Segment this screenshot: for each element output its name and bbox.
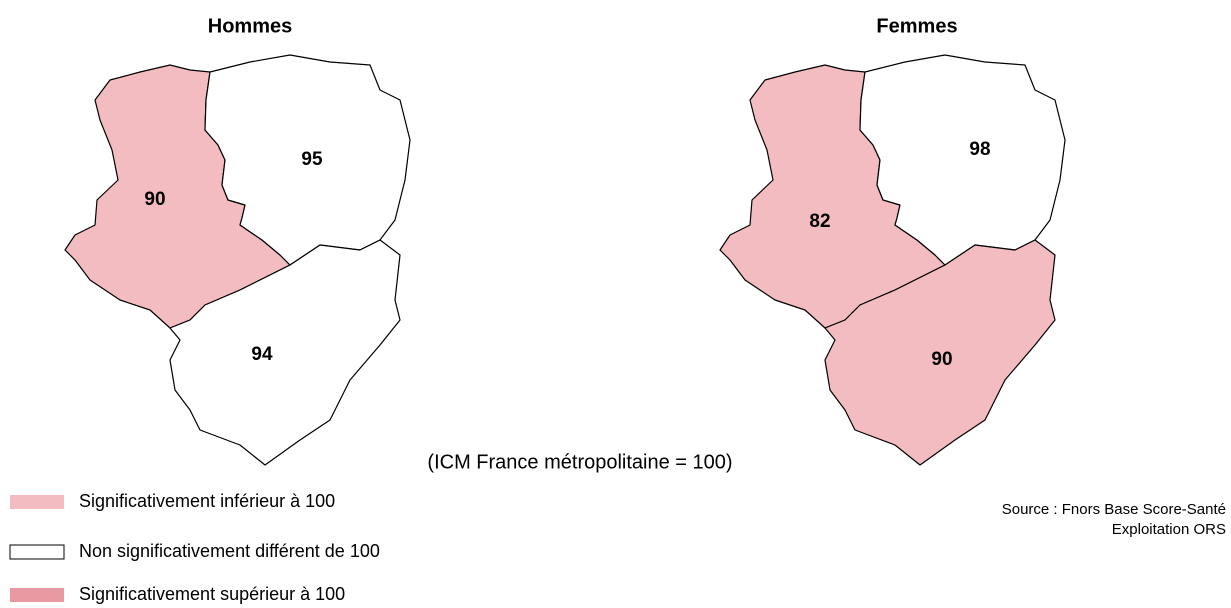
- region-value: 90: [144, 189, 165, 210]
- note: (ICM France métropolitaine = 100): [427, 451, 732, 473]
- source: Source : Fnors Base Score-Santé: [1002, 501, 1226, 518]
- legend: Significativement inférieur à 100 Non si…: [9, 491, 380, 604]
- source: Exploitation ORS: [1112, 521, 1226, 538]
- legend-swatch: [10, 588, 64, 602]
- region-value: 98: [969, 139, 990, 160]
- legend-swatch: [9, 544, 65, 560]
- region-value: 94: [251, 344, 273, 365]
- map-title: Hommes: [208, 15, 292, 37]
- legend-label: Significativement supérieur à 100: [79, 584, 345, 604]
- region-value: 90: [931, 349, 952, 370]
- map-femmes: Femmes 82 98 90: [719, 15, 1066, 466]
- legend-swatch: [10, 495, 64, 509]
- map-title: Femmes: [876, 15, 957, 37]
- region-value: 82: [809, 211, 830, 232]
- legend-label: Significativement inférieur à 100: [79, 491, 335, 511]
- region-value: 95: [301, 149, 323, 170]
- map-hommes: Hommes 90 95 94: [64, 15, 411, 466]
- legend-label: Non significativement différent de 100: [79, 541, 380, 561]
